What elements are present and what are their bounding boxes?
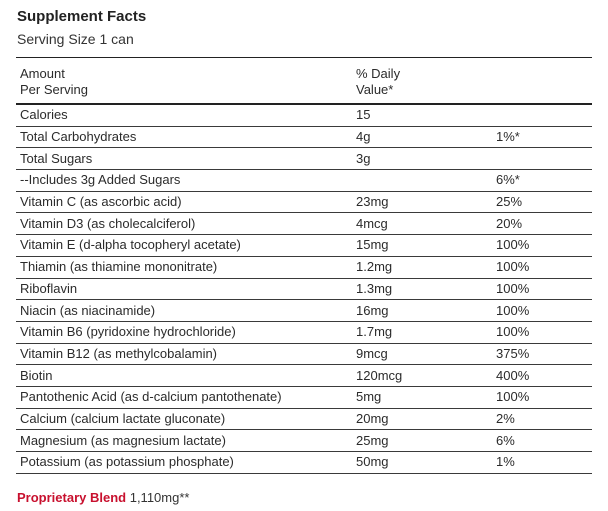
nutrient-daily-value: 100% (492, 234, 592, 257)
header-amount-line2: Per Serving (20, 81, 88, 97)
nutrient-amount: 120mcg (352, 364, 492, 387)
nutrient-name: Potassium (as potassium phosphate) (16, 451, 352, 474)
nutrient-daily-value: 100% (492, 320, 592, 344)
nutrient-daily-value: 6%* (492, 169, 592, 192)
table-row: --Includes 3g Added Sugars 6%* (16, 169, 592, 192)
table-row: Total Sugars 3g (16, 147, 592, 170)
nutrient-name: Vitamin D3 (as cholecalciferol) (16, 212, 352, 235)
table-row: Vitamin C (as ascorbic acid) 23mg 25% (16, 190, 592, 213)
nutrient-amount: 1.2mg (352, 255, 492, 278)
header-amount-line1: Amount (20, 65, 65, 81)
nutrient-daily-value: 6% (492, 429, 592, 452)
nutrient-name: Total Carbohydrates (16, 125, 352, 148)
table-row: Calories 15 (16, 102, 592, 127)
page-title: Supplement Facts (17, 8, 147, 25)
blend-label: Proprietary Blend (17, 490, 127, 505)
nutrient-name: Niacin (as niacinamide) (16, 299, 352, 322)
table-body: Calories 15 Total Carbohydrates 4g 1%* Total … (16, 102, 592, 474)
nutrient-name: Vitamin B6 (pyridoxine hydrochloride) (16, 320, 352, 344)
nutrient-name: Vitamin B12 (as methylcobalamin) (16, 342, 352, 365)
nutrient-daily-value: 100% (492, 299, 592, 322)
nutrient-name: Vitamin C (as ascorbic acid) (16, 190, 352, 213)
table-row: Calcium (calcium lactate gluconate) 20mg 2… (16, 407, 592, 430)
nutrient-name: Riboflavin (16, 277, 352, 300)
table-row: Niacin (as niacinamide) 16mg 100% (16, 299, 592, 322)
nutrient-name: Calories (16, 102, 352, 127)
nutrient-daily-value: 25% (492, 190, 592, 213)
nutrient-amount: 25mg (352, 429, 492, 452)
header-empty (492, 57, 592, 104)
serving-size: Serving Size 1 can (17, 31, 134, 47)
blend-value: 1,110mg** (129, 490, 190, 505)
nutrient-daily-value (492, 102, 592, 127)
nutrient-daily-value: 100% (492, 277, 592, 300)
nutrient-name: Vitamin E (d-alpha tocopheryl acetate) (16, 234, 352, 257)
table-row: Magnesium (as magnesium lactate) 25mg 6% (16, 429, 592, 452)
supplement-facts-table: Amount Per Serving % Daily Value* Calori… (16, 57, 592, 474)
nutrient-amount: 16mg (352, 299, 492, 322)
table-row: Biotin 120mcg 400% (16, 364, 592, 387)
nutrient-daily-value: 1% (492, 451, 592, 474)
nutrient-name: Thiamin (as thiamine mononitrate) (16, 255, 352, 278)
nutrient-amount: 15 (352, 102, 492, 127)
table-row: Thiamin (as thiamine mononitrate) 1.2mg 10… (16, 255, 592, 278)
header-dv-line1: % Daily (356, 65, 401, 81)
nutrient-name: Calcium (calcium lactate gluconate) (16, 407, 352, 430)
nutrient-daily-value: 20% (492, 212, 592, 235)
table-row: Potassium (as potassium phosphate) 50mg 1% (16, 451, 592, 474)
nutrient-amount: 4g (352, 125, 492, 148)
nutrient-daily-value: 400% (492, 364, 592, 387)
nutrient-amount: 1.3mg (352, 277, 492, 300)
table-row: Riboflavin 1.3mg 100% (16, 277, 592, 300)
nutrient-name: Pantothenic Acid (as d-calcium pantothen… (16, 385, 352, 409)
nutrient-amount (352, 169, 492, 192)
table-row: Vitamin B6 (pyridoxine hydrochloride) 1.7… (16, 320, 592, 344)
table-row: Vitamin B12 (as methylcobalamin) 9mcg 375% (16, 342, 592, 365)
nutrient-daily-value (492, 147, 592, 170)
table-row: Total Carbohydrates 4g 1%* (16, 125, 592, 148)
nutrient-amount: 23mg (352, 190, 492, 213)
nutrient-amount: 20mg (352, 407, 492, 430)
nutrient-daily-value: 100% (492, 385, 592, 409)
header-dv-line2: Value* (356, 81, 394, 97)
proprietary-blend: Proprietary Blend 1,110mg** (17, 490, 189, 505)
nutrient-amount: 5mg (352, 385, 492, 409)
nutrient-name: Magnesium (as magnesium lactate) (16, 429, 352, 452)
table-header-row: Amount Per Serving % Daily Value* (16, 57, 592, 104)
nutrient-name: Biotin (16, 364, 352, 387)
nutrient-amount: 50mg (352, 451, 492, 474)
nutrient-amount: 15mg (352, 234, 492, 257)
table-row: Vitamin D3 (as cholecalciferol) 4mcg 20% (16, 212, 592, 235)
header-daily-value: % Daily Value* (352, 57, 492, 104)
nutrient-name: Total Sugars (16, 147, 352, 170)
header-amount: Amount Per Serving (16, 57, 352, 104)
nutrient-amount: 3g (352, 147, 492, 170)
nutrient-daily-value: 2% (492, 407, 592, 430)
nutrient-amount: 4mcg (352, 212, 492, 235)
nutrient-daily-value: 375% (492, 342, 592, 365)
nutrient-daily-value: 100% (492, 255, 592, 278)
nutrient-name: --Includes 3g Added Sugars (16, 169, 352, 192)
nutrient-amount: 1.7mg (352, 320, 492, 344)
table-row: Vitamin E (d-alpha tocopheryl acetate) 15… (16, 234, 592, 257)
nutrient-daily-value: 1%* (492, 125, 592, 148)
table-row: Pantothenic Acid (as d-calcium pantothen… (16, 385, 592, 409)
nutrient-amount: 9mcg (352, 342, 492, 365)
